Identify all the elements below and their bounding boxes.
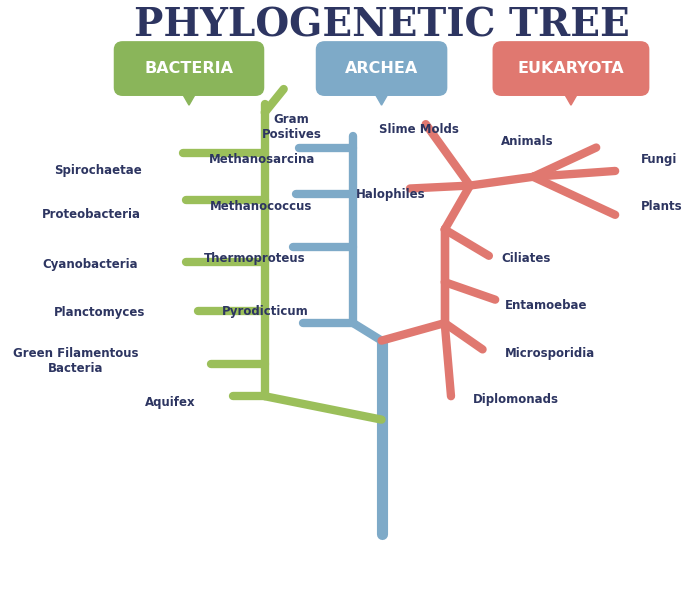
- Polygon shape: [372, 87, 392, 105]
- Text: Green Filamentous
Bacteria: Green Filamentous Bacteria: [13, 347, 139, 375]
- Polygon shape: [179, 87, 199, 105]
- Text: ARCHEA: ARCHEA: [345, 61, 418, 76]
- Text: Slime Molds: Slime Molds: [379, 124, 459, 136]
- Text: Proteobacteria: Proteobacteria: [41, 208, 141, 221]
- Text: Diplomonads: Diplomonads: [473, 393, 559, 406]
- Text: Methanosarcina: Methanosarcina: [209, 153, 315, 166]
- Text: Cyanobacteria: Cyanobacteria: [43, 258, 139, 271]
- Text: Thermoproteus: Thermoproteus: [204, 252, 306, 265]
- FancyBboxPatch shape: [115, 42, 263, 95]
- Text: PHYLOGENETIC TREE: PHYLOGENETIC TREE: [134, 7, 629, 45]
- Text: Animals: Animals: [500, 135, 553, 148]
- Text: BACTERIA: BACTERIA: [144, 61, 234, 76]
- Text: Entamoebae: Entamoebae: [505, 299, 587, 312]
- Text: Plants: Plants: [640, 199, 682, 212]
- Text: Halophiles: Halophiles: [356, 188, 426, 201]
- Text: Pyrodicticum: Pyrodicticum: [222, 305, 309, 318]
- Text: EUKARYOTA: EUKARYOTA: [517, 61, 624, 76]
- Text: Methanococcus: Methanococcus: [210, 199, 312, 212]
- Text: Aquifex: Aquifex: [145, 396, 195, 409]
- Text: Fungi: Fungi: [640, 153, 677, 166]
- Text: Spirochaetae: Spirochaetae: [54, 164, 141, 177]
- Polygon shape: [561, 87, 581, 105]
- Text: Microsporidia: Microsporidia: [505, 347, 595, 360]
- Text: Gram
Positives: Gram Positives: [262, 113, 321, 141]
- Text: Planctomyces: Planctomyces: [53, 306, 145, 319]
- Text: Ciliates: Ciliates: [501, 252, 551, 265]
- FancyBboxPatch shape: [494, 42, 648, 95]
- FancyBboxPatch shape: [317, 42, 446, 95]
